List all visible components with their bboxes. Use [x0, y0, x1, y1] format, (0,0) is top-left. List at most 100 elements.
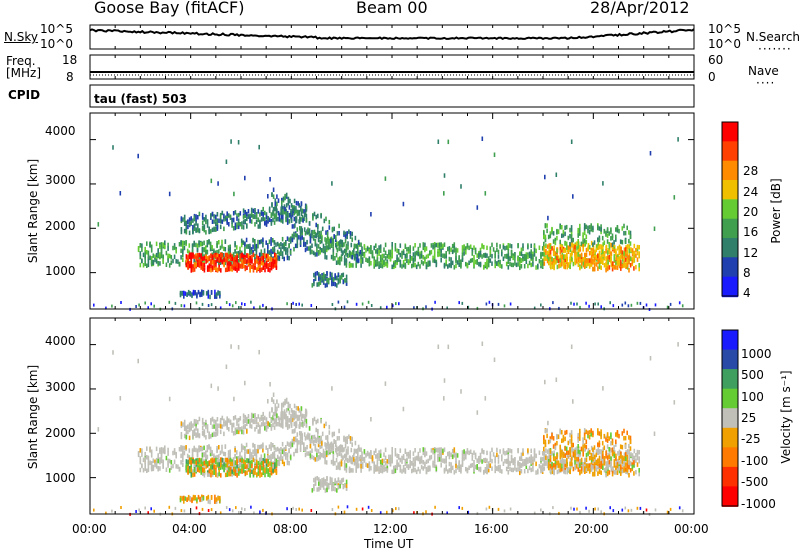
velocity-cell	[272, 443, 274, 448]
velocity-cell	[582, 466, 585, 471]
velocity-cell	[332, 453, 335, 459]
velocity-cell	[404, 449, 407, 454]
power-cell	[239, 211, 242, 216]
power-cell	[461, 257, 464, 262]
power-cell	[412, 252, 415, 257]
velocity-cell	[196, 453, 199, 458]
power-cell	[574, 255, 576, 260]
velocity-cell	[471, 453, 474, 458]
velocity-cell	[142, 457, 145, 463]
velocity-cell	[528, 465, 531, 471]
power-cell	[191, 249, 194, 254]
power-cell	[402, 260, 405, 265]
velocity-cell	[396, 459, 398, 464]
power-cell	[666, 305, 669, 309]
velocity-cell	[319, 444, 321, 450]
power-cell	[466, 243, 469, 248]
power-cell	[231, 223, 233, 228]
power-cell	[461, 245, 464, 250]
noise-panel	[89, 24, 695, 50]
power-cell	[272, 247, 274, 252]
power-cell	[175, 259, 177, 264]
power-cell	[186, 292, 188, 297]
power-cell	[185, 259, 188, 264]
power-cell	[414, 253, 416, 258]
power-cell	[577, 262, 580, 267]
velocity-cell	[180, 432, 183, 437]
velocity-cell	[345, 448, 348, 454]
velocity-cell	[502, 461, 505, 466]
power-cell	[386, 263, 389, 268]
velocity-cell	[257, 470, 260, 476]
power-cell	[543, 234, 545, 240]
power-cell	[180, 240, 182, 245]
power-cell	[249, 213, 251, 219]
power-cell	[326, 278, 328, 283]
power-cell	[384, 176, 387, 181]
power-cell	[290, 203, 293, 208]
velocity-cell	[229, 471, 232, 476]
power-cell	[259, 263, 261, 269]
power-cell	[628, 251, 631, 256]
power-cell	[375, 262, 377, 267]
power-cell	[384, 256, 387, 261]
power-cell	[527, 243, 529, 248]
velocity-cell	[343, 453, 346, 459]
power-cell	[242, 220, 245, 225]
velocity-cell	[566, 463, 568, 468]
velocity-cell	[504, 451, 506, 456]
velocity-cell	[208, 434, 210, 440]
velocity-cell	[420, 459, 423, 464]
power-cell	[546, 250, 549, 256]
power-cell	[627, 304, 630, 308]
power-cell	[303, 212, 306, 218]
velocity-cell	[338, 451, 340, 456]
power-cell	[434, 300, 436, 304]
power-cell	[265, 253, 268, 258]
power-cell	[522, 243, 524, 248]
velocity-cell	[193, 467, 196, 473]
power-cell	[600, 229, 602, 235]
velocity-cell	[541, 464, 544, 470]
power-cell	[598, 226, 601, 231]
power-cell	[192, 267, 194, 273]
power-cell	[232, 217, 235, 223]
velocity-cell	[203, 432, 206, 438]
velocity-cell	[141, 463, 143, 469]
velocity-cell	[414, 467, 416, 473]
velocity-cell	[541, 467, 544, 472]
power-cell	[535, 256, 537, 262]
power-cell	[615, 251, 617, 256]
power-cell	[319, 246, 321, 252]
power-cell	[236, 245, 238, 250]
power-cell	[231, 219, 233, 224]
power-cell	[593, 259, 596, 265]
power-cell	[628, 244, 631, 249]
velocity-cell	[355, 465, 357, 471]
velocity-cell	[576, 446, 578, 451]
power-cell	[447, 246, 449, 252]
velocity-cell	[384, 461, 387, 466]
velocity-cell	[295, 413, 297, 419]
power-cell	[183, 240, 186, 246]
velocity-cell	[307, 432, 309, 437]
velocity-cell	[298, 408, 300, 413]
velocity-cell	[448, 454, 451, 460]
power-cell	[221, 255, 223, 261]
velocity-cell	[636, 449, 639, 455]
velocity-cell	[608, 462, 611, 468]
power-cell	[296, 240, 299, 246]
power-cell	[483, 244, 485, 250]
power-cell	[226, 218, 228, 223]
power-cell	[332, 248, 335, 254]
velocity-cell	[561, 450, 563, 455]
power-cell	[306, 239, 308, 245]
velocity-cell	[216, 448, 218, 454]
power-cell	[224, 239, 227, 244]
power-cell	[507, 246, 510, 251]
velocity-cell	[501, 454, 503, 459]
power-cell	[201, 212, 204, 218]
velocity-cell	[406, 463, 408, 469]
velocity-cell	[554, 462, 557, 467]
power-cell	[463, 244, 465, 249]
